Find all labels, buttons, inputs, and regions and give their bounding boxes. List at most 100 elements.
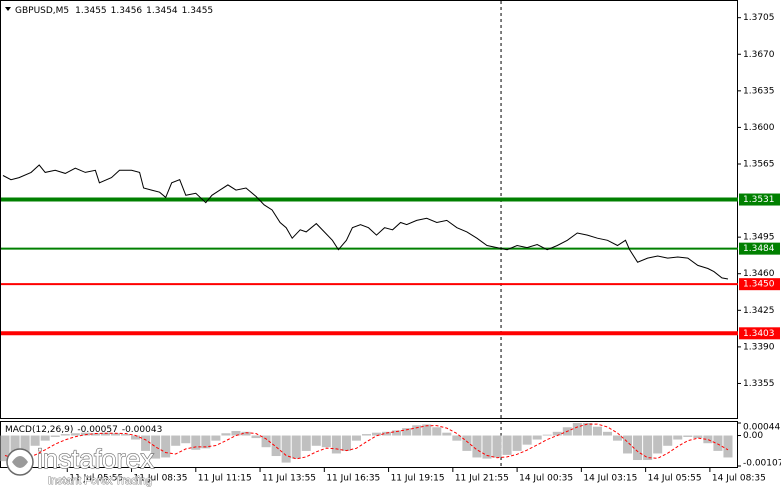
- y-tick-label: 0.00: [743, 431, 763, 441]
- histogram-bar: [592, 426, 602, 436]
- histogram-bar: [131, 435, 141, 440]
- histogram-bar: [361, 434, 372, 436]
- histogram-bar: [0, 435, 10, 462]
- logo-mark: [12, 456, 28, 468]
- histogram-bar: [643, 435, 653, 461]
- histogram-bar: [191, 435, 201, 450]
- watermark: instaforex Instant Forex Trading: [6, 444, 155, 487]
- histogram-bar: [341, 435, 351, 451]
- y-tick-label: 1.3670: [743, 50, 775, 60]
- histogram-bar: [392, 430, 402, 436]
- price-panel: [0, 0, 738, 419]
- symbol: GBPUSD,M5: [15, 6, 69, 16]
- histogram-bar: [522, 435, 532, 445]
- histogram-bar: [301, 435, 311, 451]
- histogram-bar: [321, 435, 331, 448]
- histogram-bar: [703, 435, 713, 444]
- level-label-box: [739, 278, 780, 291]
- histogram-bar: [552, 431, 562, 436]
- histogram-bar: [442, 432, 452, 436]
- histogram-bar: [201, 435, 211, 449]
- open: 1.3455: [75, 6, 107, 16]
- level-label-box: [739, 242, 780, 255]
- level-label: 1.3450: [743, 280, 775, 290]
- histogram-bar: [20, 435, 30, 455]
- watermark-brand: instaforex: [37, 444, 155, 474]
- histogram-bar: [100, 432, 110, 436]
- histogram-bar: [723, 435, 733, 458]
- level-label: 1.3484: [743, 244, 775, 254]
- price-line: [2, 164, 729, 280]
- histogram-bar: [412, 425, 422, 436]
- histogram-bar: [50, 435, 60, 437]
- y-tick-label: 1.3600: [743, 123, 775, 133]
- histogram-bar: [261, 435, 271, 448]
- histogram-bar: [683, 435, 693, 437]
- x-tick-label: 11 Jul 08:35: [134, 474, 188, 484]
- histogram-bar: [80, 432, 90, 436]
- y-tick-label: 1.3460: [743, 269, 775, 279]
- histogram-bar: [251, 435, 261, 439]
- histogram-bar: [612, 435, 623, 441]
- price-header: GBPUSD,M5 1.3455 1.3456 1.3454 1.3455: [15, 6, 213, 16]
- x-tick-label: 11 Jul 11:15: [198, 474, 252, 484]
- y-tick-label: 0.00044: [743, 423, 780, 433]
- histogram-bar: [482, 435, 492, 459]
- histogram-bar: [623, 435, 633, 454]
- histogram-bar: [422, 424, 432, 436]
- x-tick-label: 14 Jul 03:15: [583, 474, 637, 484]
- macd-title: MACD(12,26,9): [5, 425, 73, 435]
- level-label-box: [739, 193, 780, 206]
- y-tick-label: -0.00107: [743, 459, 781, 469]
- macd-panel: [0, 421, 738, 468]
- y-tick-label: 1.3390: [743, 342, 775, 352]
- x-tick-label: 11 Jul 16:35: [326, 474, 380, 484]
- close: 1.3455: [182, 6, 214, 16]
- histogram-bar: [181, 435, 191, 444]
- histogram-bar: [120, 434, 131, 436]
- histogram-bar: [271, 435, 281, 457]
- histogram-bar: [693, 435, 703, 439]
- histogram-bar: [542, 434, 552, 436]
- histogram-bar: [402, 428, 412, 436]
- x-tick-label: 14 Jul 00:35: [519, 474, 573, 484]
- histogram-bar: [582, 423, 592, 436]
- histogram-bar: [291, 435, 301, 459]
- histogram-bar: [331, 435, 341, 454]
- histogram-bar: [492, 435, 502, 458]
- histogram-bar: [60, 434, 70, 436]
- macd-header: MACD(12,26,9) -0.00057 -0.00043: [5, 425, 162, 435]
- y-tick-label: 1.3355: [743, 379, 775, 389]
- histogram-bar: [221, 433, 231, 436]
- histogram-bar: [432, 427, 442, 436]
- histogram-bar: [602, 431, 612, 436]
- signal-line: [4, 423, 729, 460]
- histogram-bar: [673, 435, 683, 440]
- histogram-bar: [70, 433, 80, 436]
- histogram-bar: [241, 431, 251, 436]
- histogram-bar: [472, 435, 482, 458]
- histogram-bar: [211, 435, 221, 441]
- histogram-bar: [141, 435, 151, 451]
- histogram-bar: [532, 435, 542, 440]
- histogram-bar: [653, 435, 663, 454]
- histogram-bar: [663, 435, 673, 446]
- histogram-bar: [30, 435, 40, 446]
- histogram-bar: [572, 423, 582, 436]
- axes: 1.37051.36701.36351.36001.35651.34951.34…: [66, 13, 781, 484]
- y-tick-label: 1.3705: [743, 13, 775, 23]
- histogram-bar: [633, 435, 643, 461]
- high: 1.3456: [111, 6, 143, 16]
- histogram-bar: [40, 435, 50, 441]
- histogram-bar: [512, 435, 522, 451]
- histogram-bar: [311, 435, 321, 446]
- macd-main: -0.00057: [77, 425, 117, 435]
- level-label: 1.3531: [743, 195, 775, 205]
- menu-arrow: [5, 7, 11, 11]
- x-tick-label: 11 Jul 21:55: [455, 474, 509, 484]
- y-tick-label: 1.3495: [743, 233, 775, 243]
- histogram-bar: [382, 431, 392, 436]
- marks: [0, 1, 738, 468]
- histogram-bar: [351, 435, 361, 441]
